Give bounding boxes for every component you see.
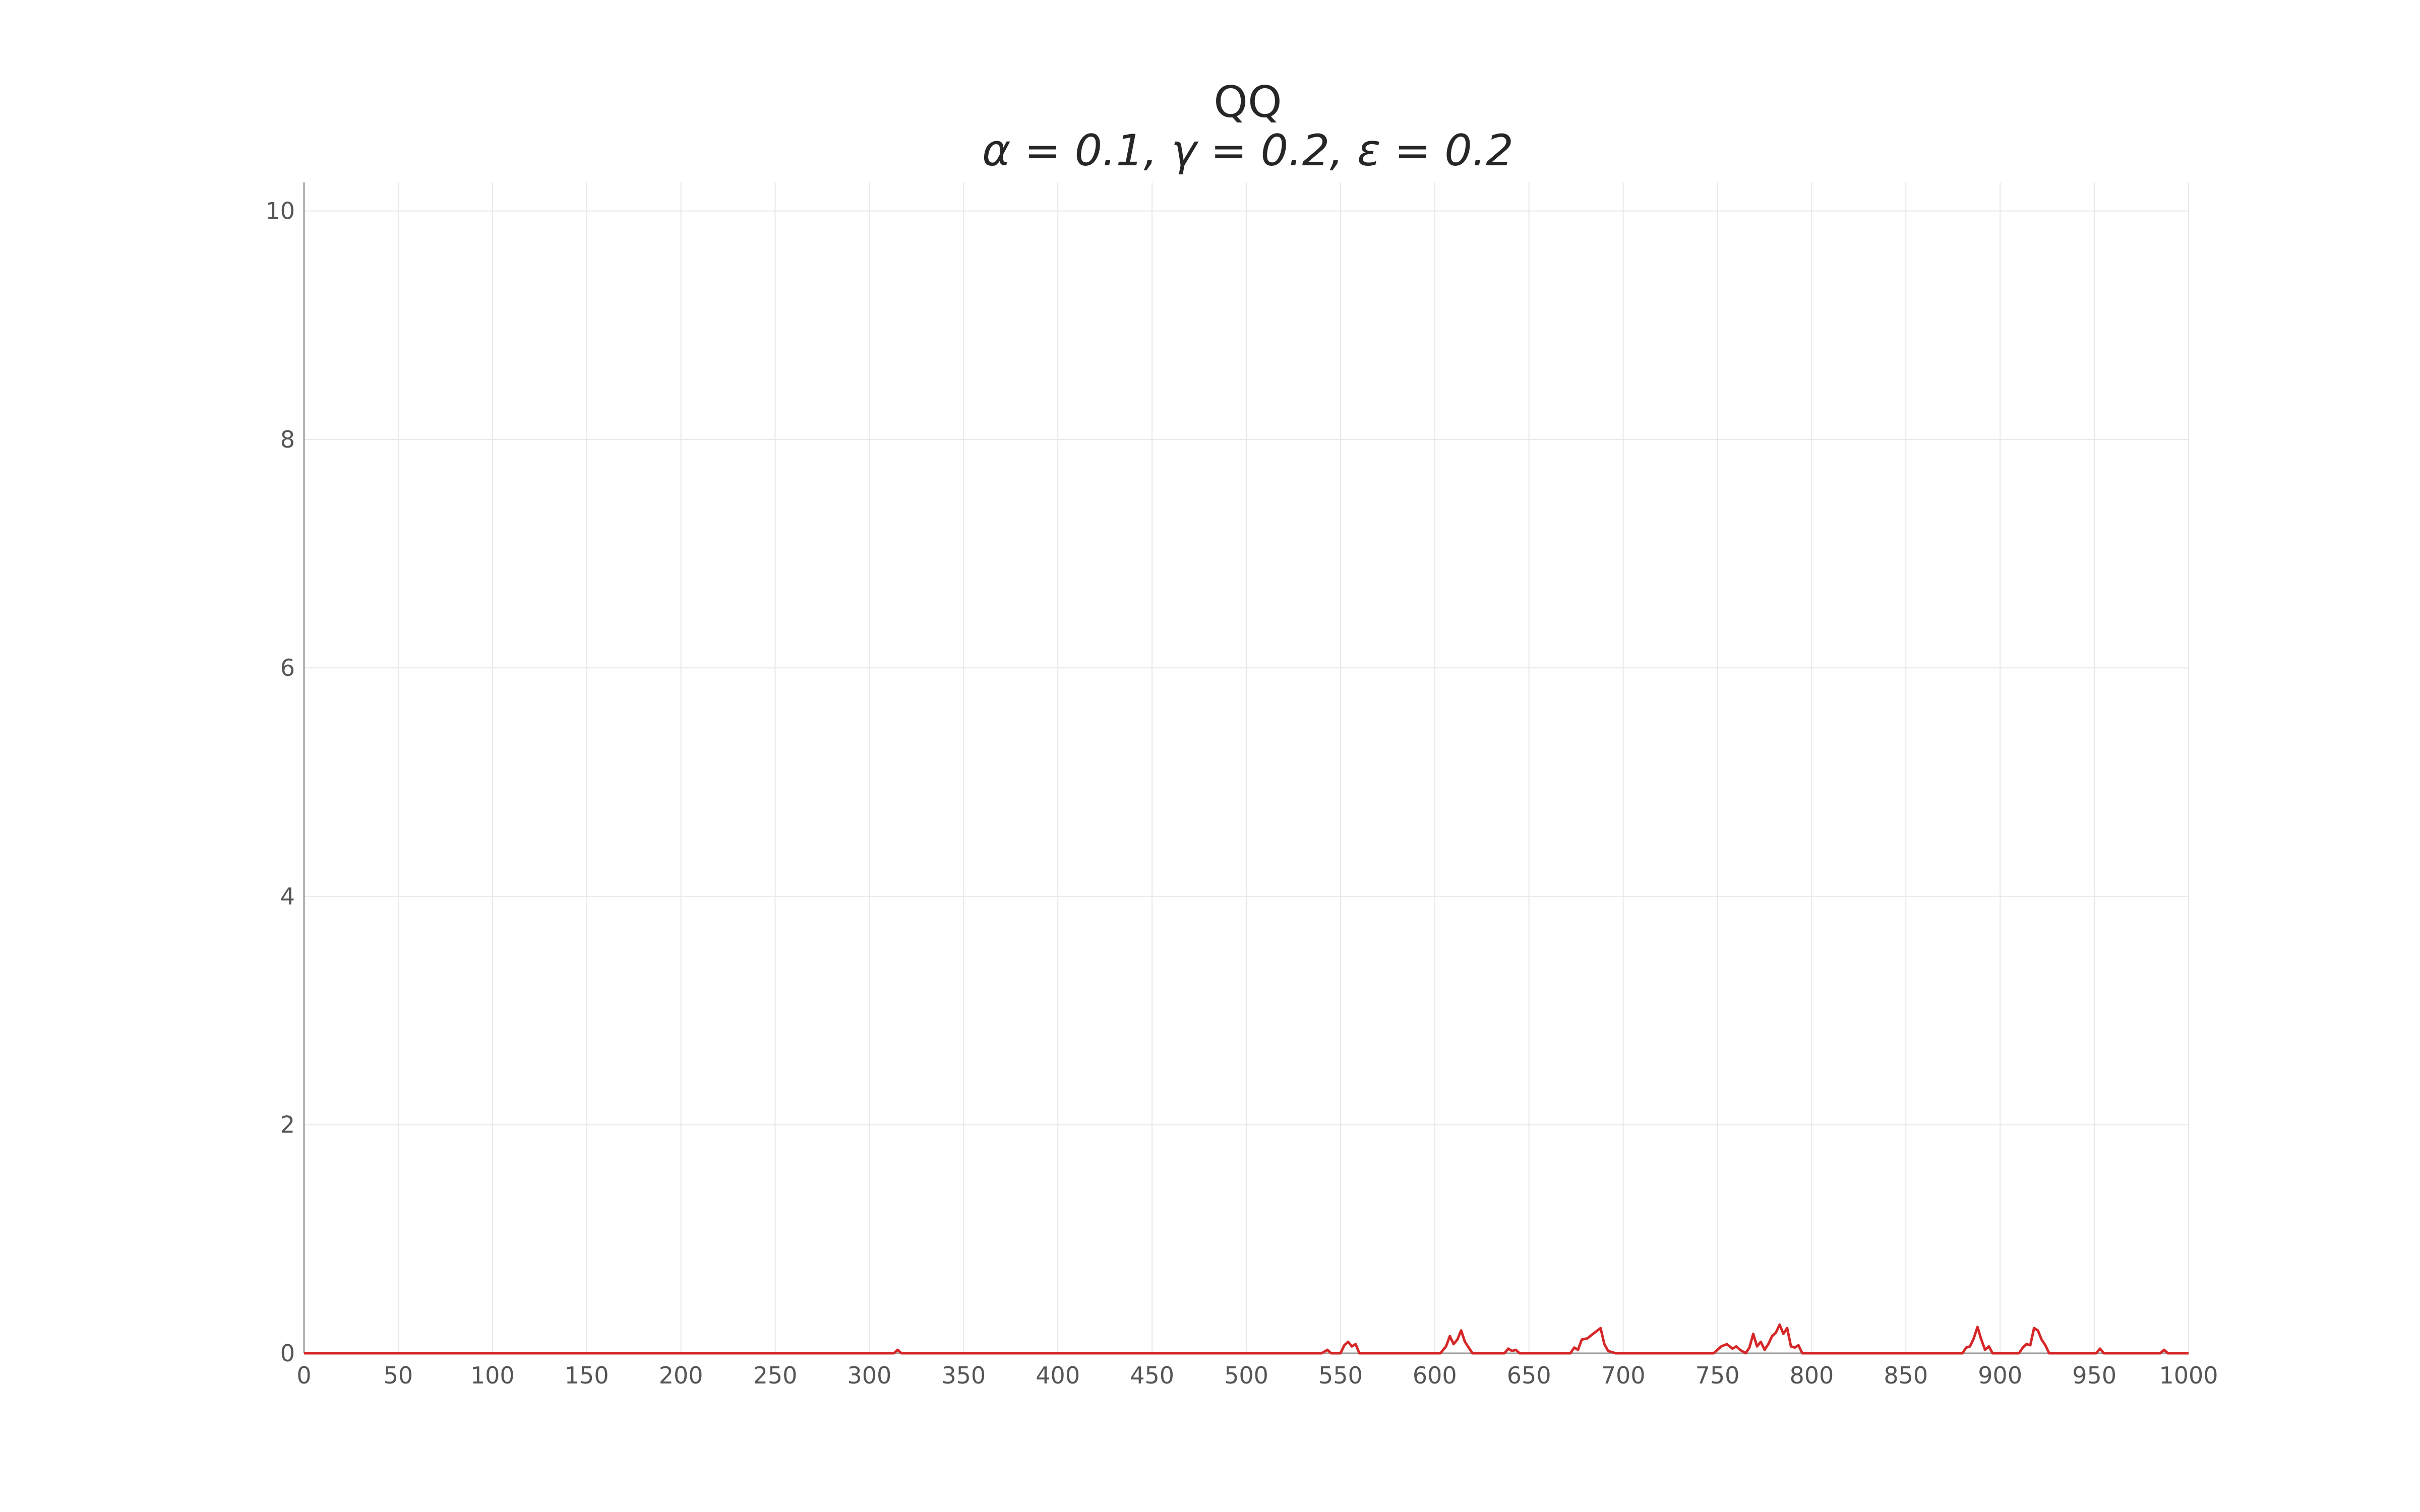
x-tick-label: 500 <box>1224 1362 1268 1389</box>
x-tick-label: 800 <box>1789 1362 1834 1389</box>
y-tick-label: 6 <box>280 654 295 681</box>
x-tick-label: 400 <box>1036 1362 1080 1389</box>
x-tick-label: 600 <box>1413 1362 1457 1389</box>
x-tick-label: 900 <box>1978 1362 2022 1389</box>
x-tick-label: 0 <box>296 1362 311 1389</box>
y-tick-label: 8 <box>280 426 295 453</box>
x-tick-label: 50 <box>384 1362 413 1389</box>
x-tick-label: 150 <box>565 1362 609 1389</box>
x-tick-label: 100 <box>470 1362 515 1389</box>
x-tick-label: 950 <box>2072 1362 2116 1389</box>
tick-labels: 0 50 100 150 200 250 300 350 400 450 500 550 600 650 7… <box>265 198 2218 1389</box>
x-tick-label: 300 <box>847 1362 891 1389</box>
x-tick-label: 450 <box>1130 1362 1174 1389</box>
x-tick-label: 750 <box>1696 1362 1740 1389</box>
series-line <box>304 1323 2189 1355</box>
grid <box>304 182 2189 1353</box>
chart-subtitle: α = 0.1, γ = 0.2, ε = 0.2 <box>982 125 1514 176</box>
x-tick-label: 1000 <box>2159 1362 2218 1389</box>
x-tick-label: 650 <box>1507 1362 1551 1389</box>
y-tick-label: 10 <box>265 198 295 225</box>
y-tick-label: 2 <box>280 1111 295 1139</box>
x-tick-label: 200 <box>659 1362 703 1389</box>
y-tick-label: 4 <box>280 883 295 910</box>
series-0 <box>304 1323 2189 1355</box>
x-tick-label: 550 <box>1318 1362 1363 1389</box>
series-layer <box>304 1323 2189 1355</box>
x-tick-label: 250 <box>753 1362 798 1389</box>
x-tick-label: 350 <box>941 1362 986 1389</box>
y-tick-label: 0 <box>280 1340 295 1367</box>
x-tick-label: 850 <box>1884 1362 1928 1389</box>
x-tick-label: 700 <box>1601 1362 1646 1389</box>
chart-title: QQ <box>1214 77 1282 128</box>
